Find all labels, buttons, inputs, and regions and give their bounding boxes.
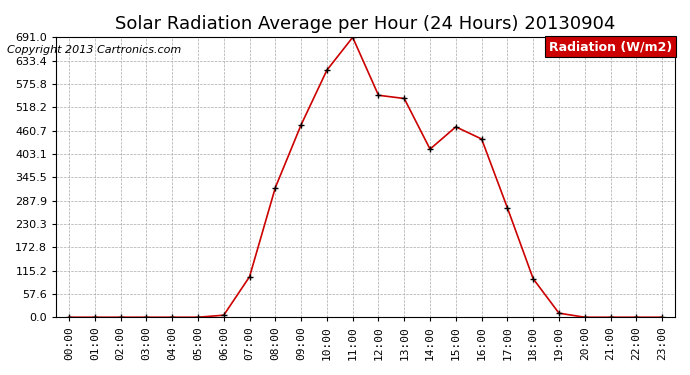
Text: Copyright 2013 Cartronics.com: Copyright 2013 Cartronics.com [7, 45, 181, 55]
Title: Solar Radiation Average per Hour (24 Hours) 20130904: Solar Radiation Average per Hour (24 Hou… [115, 15, 615, 33]
Text: Radiation (W/m2): Radiation (W/m2) [549, 40, 672, 53]
